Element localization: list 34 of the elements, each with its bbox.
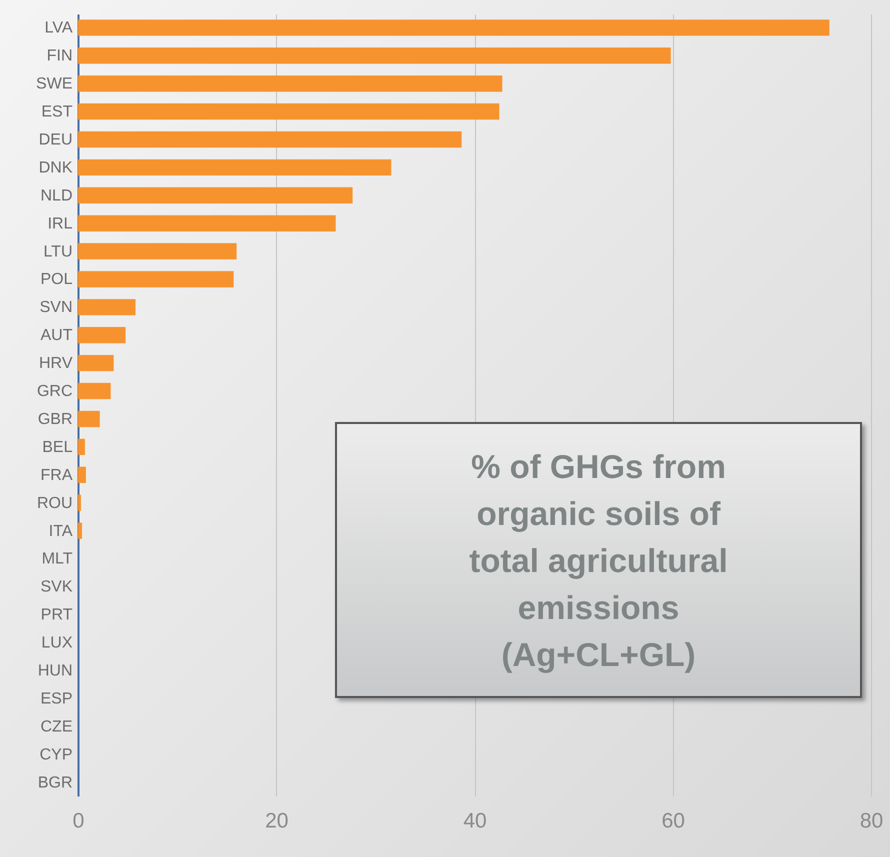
- y-tick-label: BEL: [42, 438, 73, 456]
- y-tick-label: GBR: [38, 410, 72, 428]
- y-tick-label: ROU: [36, 494, 72, 512]
- y-tick-label: ESP: [40, 690, 72, 708]
- y-tick-label: LTU: [43, 243, 72, 260]
- x-tick-label: 60: [662, 810, 685, 832]
- x-tick-label: 0: [72, 810, 84, 832]
- y-tick-label: GRC: [36, 383, 72, 400]
- y-tick-label: POL: [40, 271, 73, 288]
- y-tick-label: PRT: [40, 606, 73, 624]
- y-tick-label: IRL: [48, 215, 73, 232]
- y-tick-label: SVN: [40, 299, 72, 316]
- y-tick-label: FRA: [40, 466, 73, 484]
- y-tick-label: NLD: [40, 187, 72, 204]
- x-tick-label: 20: [265, 810, 288, 832]
- y-tick-label: SWE: [36, 76, 72, 93]
- y-tick-label: AUT: [40, 327, 73, 344]
- y-tick-label: FIN: [46, 48, 72, 65]
- y-tick-label: HRV: [39, 355, 73, 372]
- y-tick-label: CYP: [40, 746, 72, 764]
- y-tick-label: MLT: [42, 550, 73, 568]
- y-tick-label: HUN: [38, 662, 72, 680]
- y-tick-label: SVK: [40, 578, 73, 596]
- y-tick-label: ITA: [48, 522, 73, 540]
- y-tick-label: BGR: [38, 774, 72, 792]
- y-tick-label: LUX: [41, 634, 73, 652]
- x-tick-label: 40: [463, 810, 487, 832]
- y-tick-label: LVA: [44, 20, 73, 37]
- y-tick-label: EST: [41, 104, 73, 121]
- y-tick-label: DEU: [38, 131, 72, 148]
- y-tick-label: DNK: [38, 159, 73, 176]
- text-box: % of GHGs from organic soils of total agricultural emissions (Ag+CL+GL): [335, 422, 862, 698]
- x-tick-label: 80: [860, 810, 884, 832]
- y-tick-label: CZE: [40, 718, 72, 736]
